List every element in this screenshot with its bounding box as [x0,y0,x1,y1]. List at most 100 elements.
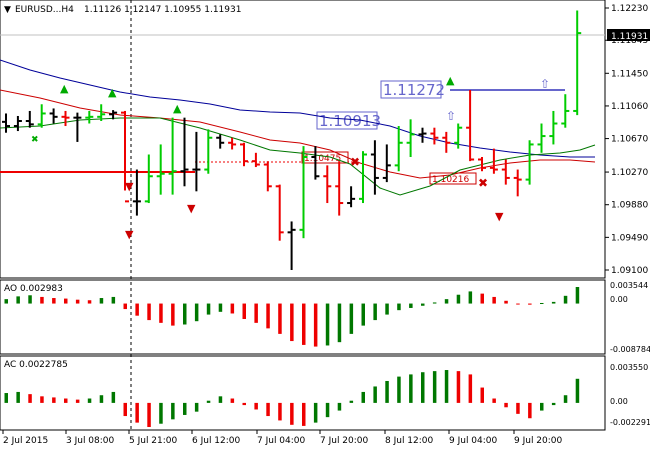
ac-histogram [4,370,580,428]
price-bar [537,123,546,153]
down-arrow-marker-3: ▼ [187,202,196,215]
down-arrow-marker-4: ▼ [495,210,504,223]
ohlc-readout: 1.11126 1.12147 1.10955 1.11931 [84,5,241,15]
ao-bar [194,303,199,322]
price-tick-label: 1.11845 [611,36,648,46]
ac-label: AC 0.0022785 [4,360,68,370]
ac-bar [135,402,139,423]
ao-bar [540,302,544,304]
ao-bar [516,303,520,305]
price-bar [418,127,427,143]
ma-fast-line [0,89,596,179]
ac-bar [266,402,270,417]
ac-bar [361,391,365,403]
ao-bar [349,303,354,334]
price-bar [73,112,82,142]
ao-bar [218,303,223,312]
price-bar [61,110,70,127]
hollow-up-arrow-2: ⇧ [446,109,456,123]
ac-bar [64,398,68,403]
price-bar [549,110,558,145]
price-bar [97,104,106,122]
ac-bar [540,402,544,411]
ac-bar [16,391,20,403]
ao-bar [432,302,437,304]
price-bar [335,161,344,216]
level-text-1: 1.11272 [383,81,445,99]
ac-tick-top: 0.003550 [610,363,648,372]
ac-bar [194,402,199,412]
ac-bar [52,397,56,403]
ac-bar [290,402,294,425]
price-bar [109,110,118,120]
ao-bar [444,299,449,304]
ao-bar [16,296,20,304]
price-axis: 1.12230 1.11845 1.11450 1.11060 1.10670 1.102… [605,4,648,276]
up-arrow-marker-4: ▲ [446,74,455,87]
up-arrow-marker-1: ▲ [60,82,69,95]
time-axis: 2 Jul 2015 3 Jul 08:00 5 Jul 21:00 6 Jul 12… [2,430,563,446]
symbol-label: EURUSD...H4 [15,5,74,15]
up-arrow-marker-2: ▲ [108,86,117,99]
ma-slow-line [0,59,595,158]
time-tick-label: 5 Jul 21:00 [129,436,178,446]
price-bar [121,110,129,203]
price-bar [168,117,177,195]
price-bar [240,142,248,167]
price-tick-label: 1.11060 [611,102,648,112]
price-tick-label: 1.09490 [611,233,648,243]
ao-histogram [4,287,580,347]
ac-bar [516,402,520,414]
ac-bar [254,402,258,410]
ao-bar [206,303,211,315]
ao-bar [551,301,556,304]
ao-bar [159,303,163,323]
cross-marker-2: ✖ [478,176,488,190]
price-bars [2,10,582,270]
ao-bar [373,303,377,321]
price-tick-label: 1.10270 [611,168,648,178]
ac-bar [432,371,437,403]
ao-bar [361,303,365,326]
ac-bar [147,402,151,428]
price-bar [85,110,94,124]
price-bar [394,126,403,172]
ac-bar [40,396,44,403]
price-bar [299,146,308,239]
ac-bar [444,370,449,403]
price-bar [561,94,570,128]
price-bar [478,156,486,172]
ac-bar [468,374,473,403]
ac-bar [230,398,235,403]
ao-bar [456,294,461,304]
ao-bar [421,303,425,306]
price-bar [323,165,332,204]
ac-bar [111,391,116,403]
ac-bar [325,402,330,418]
ao-tick-bottom: -0.008784 [610,345,650,354]
price-tick-label: 1.11450 [611,69,648,79]
ao-bar [230,303,235,314]
ao-bar [242,303,246,319]
ac-bar [373,386,377,403]
ao-label: AO 0.002983 [4,284,63,294]
ao-bar [575,287,580,304]
price-bar [192,131,201,192]
price-bar [525,140,534,185]
ao-bar [4,299,8,304]
up-arrow-marker-3: ▲ [173,102,182,115]
ao-bar [75,299,80,304]
current-price-label: 1.11931 [611,32,648,42]
ao-tick-zero: 0.00 [610,295,628,304]
price-tick-label: 1.12230 [611,4,648,14]
price-bar [406,119,415,157]
price-bar [13,115,22,132]
down-arrow-marker-1: ▼ [125,180,134,193]
ac-bar [575,378,580,403]
price-bar [37,104,46,128]
price-bar [132,169,141,216]
ao-bar [52,298,56,304]
level-text-3: 1.10475 [304,154,341,164]
time-tick-label: 2 Jul 2015 [3,436,48,446]
